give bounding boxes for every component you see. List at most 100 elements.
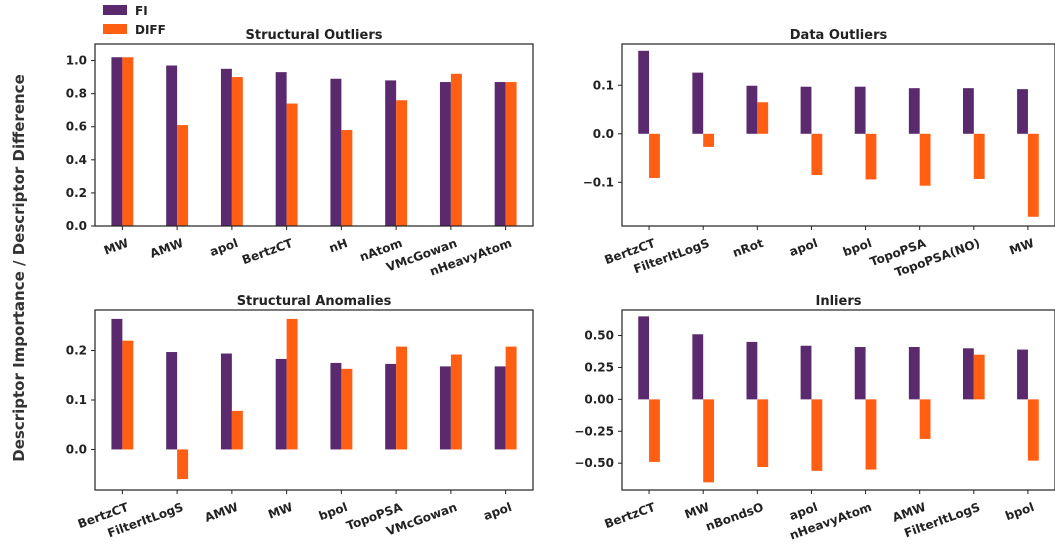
bar-fi — [692, 334, 704, 400]
bar-diff — [919, 399, 931, 439]
x-tick-label: apol — [482, 500, 514, 523]
bar-diff — [703, 133, 715, 147]
x-tick-label: AMW — [148, 236, 185, 261]
bar-diff — [865, 399, 877, 470]
bar-fi — [111, 318, 123, 450]
legend-label-diff: DIFF — [135, 23, 166, 37]
bar-diff — [450, 73, 462, 226]
y-axis-label: Descriptor Importance / Descriptor Diffe… — [10, 74, 28, 461]
y-tick-label: 0.00 — [584, 392, 614, 406]
axes-frame — [94, 309, 534, 491]
bar-fi — [692, 72, 704, 134]
panel-title: Inliers — [816, 294, 862, 309]
x-tick-label: AMW — [203, 500, 240, 525]
panel-title: Structural Anomalies — [237, 294, 392, 309]
bar-diff — [811, 399, 823, 471]
bar-diff — [973, 354, 985, 400]
bar-diff — [865, 133, 877, 180]
bar-fi — [275, 72, 287, 226]
axes-frame — [621, 309, 1055, 491]
bar-fi — [908, 88, 920, 134]
x-tick-label: apol — [787, 236, 819, 259]
bar-diff — [286, 103, 298, 226]
bar-diff — [177, 449, 189, 480]
axes-frame — [621, 43, 1055, 227]
bar-diff — [649, 133, 660, 178]
bar-fi — [166, 65, 178, 226]
y-tick-label: 0.0 — [66, 442, 87, 456]
bar-diff — [450, 354, 462, 450]
bar-fi — [439, 366, 451, 450]
bar-diff — [505, 82, 517, 226]
bar-fi — [166, 352, 178, 450]
y-tick-label: 0.0 — [66, 219, 87, 233]
y-tick-label: −0.25 — [574, 424, 614, 438]
x-tick-label: nRot — [731, 236, 766, 260]
bar-diff — [122, 340, 134, 450]
y-tick-label: 1.0 — [66, 54, 87, 68]
bar-fi — [800, 86, 812, 134]
panel-title: Structural Outliers — [246, 28, 383, 43]
bar-fi — [220, 68, 232, 226]
bar-fi — [439, 82, 451, 226]
y-tick-label: −0.1 — [583, 175, 614, 189]
bar-diff — [231, 77, 243, 226]
bar-diff — [396, 100, 408, 226]
x-tick-label: BertzCT — [240, 236, 295, 268]
bar-fi — [494, 82, 506, 226]
legend-swatch-fi — [103, 5, 127, 15]
bar-fi — [908, 347, 920, 400]
bar-diff — [286, 318, 298, 450]
bar-fi — [1017, 349, 1028, 400]
bar-fi — [800, 345, 812, 400]
bar-diff — [973, 133, 985, 179]
y-tick-label: −0.50 — [574, 456, 614, 470]
panel-title: Data Outliers — [790, 28, 888, 43]
bar-diff — [122, 57, 134, 226]
x-tick-label: BertzCT — [603, 500, 658, 532]
bar-diff — [811, 133, 823, 176]
y-tick-label: 0.8 — [66, 87, 87, 101]
y-tick-label: 0.50 — [584, 329, 614, 343]
x-tick-label: MW — [266, 500, 294, 522]
x-tick-label: apol — [208, 236, 240, 259]
axes-frame — [94, 43, 534, 227]
bar-fi — [494, 366, 506, 450]
bar-fi — [638, 50, 650, 134]
legend-swatch-diff — [103, 24, 127, 34]
bar-fi — [962, 348, 974, 400]
bar-fi — [746, 341, 758, 400]
bar-fi — [275, 358, 287, 450]
bar-fi — [330, 362, 342, 450]
bar-diff — [703, 399, 715, 483]
bar-fi — [1017, 89, 1028, 134]
x-tick-label: nBondsO — [704, 500, 766, 534]
bar-diff — [757, 102, 769, 134]
x-tick-label: nH — [327, 236, 349, 256]
bar-diff — [505, 346, 517, 450]
x-tick-label: MW — [1008, 236, 1036, 258]
bar-diff — [919, 133, 931, 186]
bar-diff — [649, 399, 660, 462]
bar-diff — [341, 130, 353, 226]
bar-fi — [638, 316, 650, 400]
bar-diff — [1027, 399, 1039, 461]
bar-fi — [385, 363, 397, 450]
bar-diff — [396, 346, 408, 450]
x-tick-label: MW — [102, 236, 130, 258]
bar-fi — [854, 86, 866, 134]
bar-diff — [757, 399, 769, 468]
bar-fi — [746, 85, 758, 134]
bar-diff — [1027, 133, 1039, 217]
y-tick-label: 0.0 — [593, 127, 614, 141]
bar-diff — [177, 125, 189, 226]
y-tick-label: 0.6 — [66, 120, 87, 134]
legend: FI DIFF — [103, 4, 166, 37]
y-tick-label: 0.2 — [66, 344, 87, 358]
bar-fi — [330, 78, 342, 226]
